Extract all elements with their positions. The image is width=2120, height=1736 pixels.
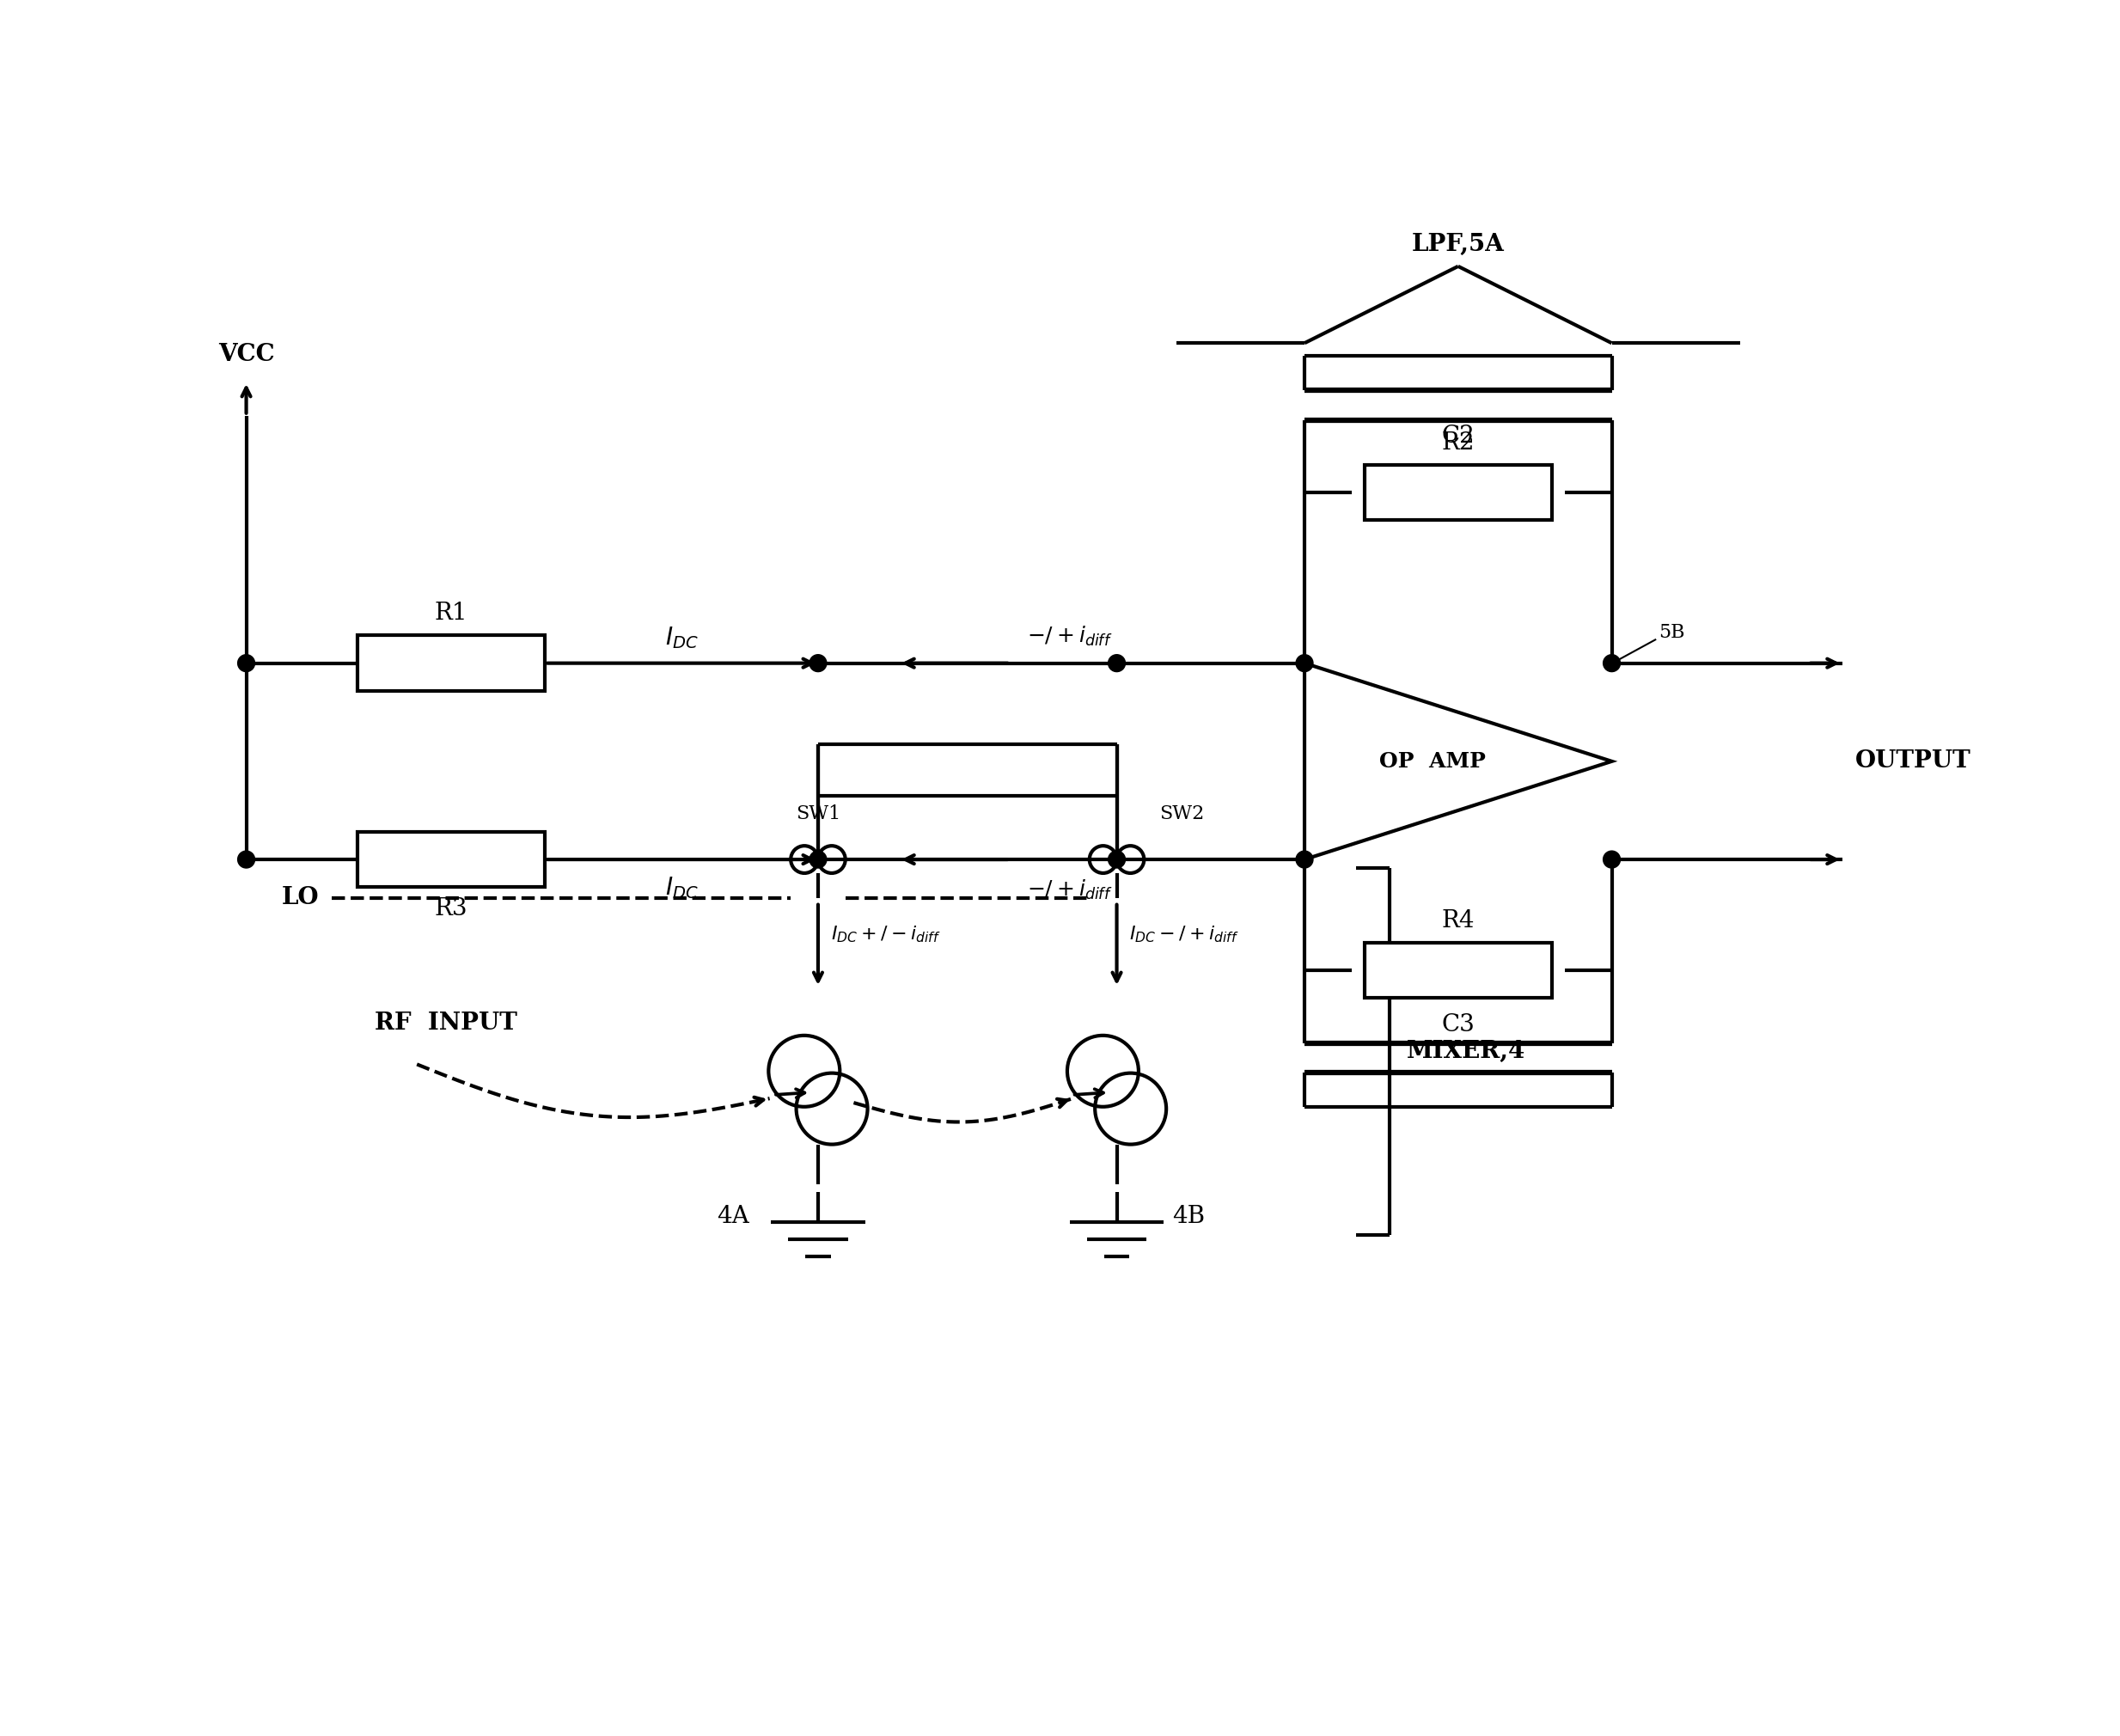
Circle shape xyxy=(1109,851,1126,868)
Text: VCC: VCC xyxy=(218,344,273,366)
Text: C2: C2 xyxy=(1442,424,1476,448)
Text: R3: R3 xyxy=(435,898,469,920)
Text: 4B: 4B xyxy=(1172,1205,1204,1229)
Circle shape xyxy=(1603,654,1620,672)
Text: $-/+i_{diff}$: $-/+i_{diff}$ xyxy=(1028,625,1113,648)
Text: 4A: 4A xyxy=(717,1205,748,1229)
Circle shape xyxy=(237,851,254,868)
Text: LPF,5A: LPF,5A xyxy=(1412,233,1505,255)
Circle shape xyxy=(237,654,254,672)
Text: MIXER,4: MIXER,4 xyxy=(1408,1040,1526,1062)
Text: $-/+i_{diff}$: $-/+i_{diff}$ xyxy=(1028,878,1113,901)
Polygon shape xyxy=(1304,663,1611,859)
Text: $I_{DC}-/+i_{diff}$: $I_{DC}-/+i_{diff}$ xyxy=(1130,924,1238,944)
Text: $I_{DC}$: $I_{DC}$ xyxy=(666,625,697,651)
Bar xyxy=(1365,465,1552,521)
Circle shape xyxy=(1109,654,1126,672)
Bar xyxy=(1365,943,1552,998)
Text: SW1: SW1 xyxy=(795,806,840,823)
Circle shape xyxy=(1295,851,1312,868)
Text: 5B: 5B xyxy=(1658,623,1685,642)
Bar xyxy=(356,635,545,691)
Text: R2: R2 xyxy=(1442,431,1476,455)
Circle shape xyxy=(810,654,827,672)
Text: RF  INPUT: RF INPUT xyxy=(375,1012,517,1035)
Text: OUTPUT: OUTPUT xyxy=(1855,750,1972,773)
Bar xyxy=(356,832,545,887)
Text: LO: LO xyxy=(282,887,318,910)
Text: $I_{DC}+/-i_{diff}$: $I_{DC}+/-i_{diff}$ xyxy=(831,924,941,944)
Text: OP  AMP: OP AMP xyxy=(1380,752,1486,771)
Text: R1: R1 xyxy=(435,602,469,625)
Circle shape xyxy=(810,851,827,868)
Circle shape xyxy=(1603,851,1620,868)
Text: R4: R4 xyxy=(1442,910,1476,932)
Circle shape xyxy=(1295,654,1312,672)
Text: C3: C3 xyxy=(1442,1012,1476,1036)
Text: SW2: SW2 xyxy=(1160,806,1204,823)
Text: $I_{DC}$: $I_{DC}$ xyxy=(666,875,697,901)
